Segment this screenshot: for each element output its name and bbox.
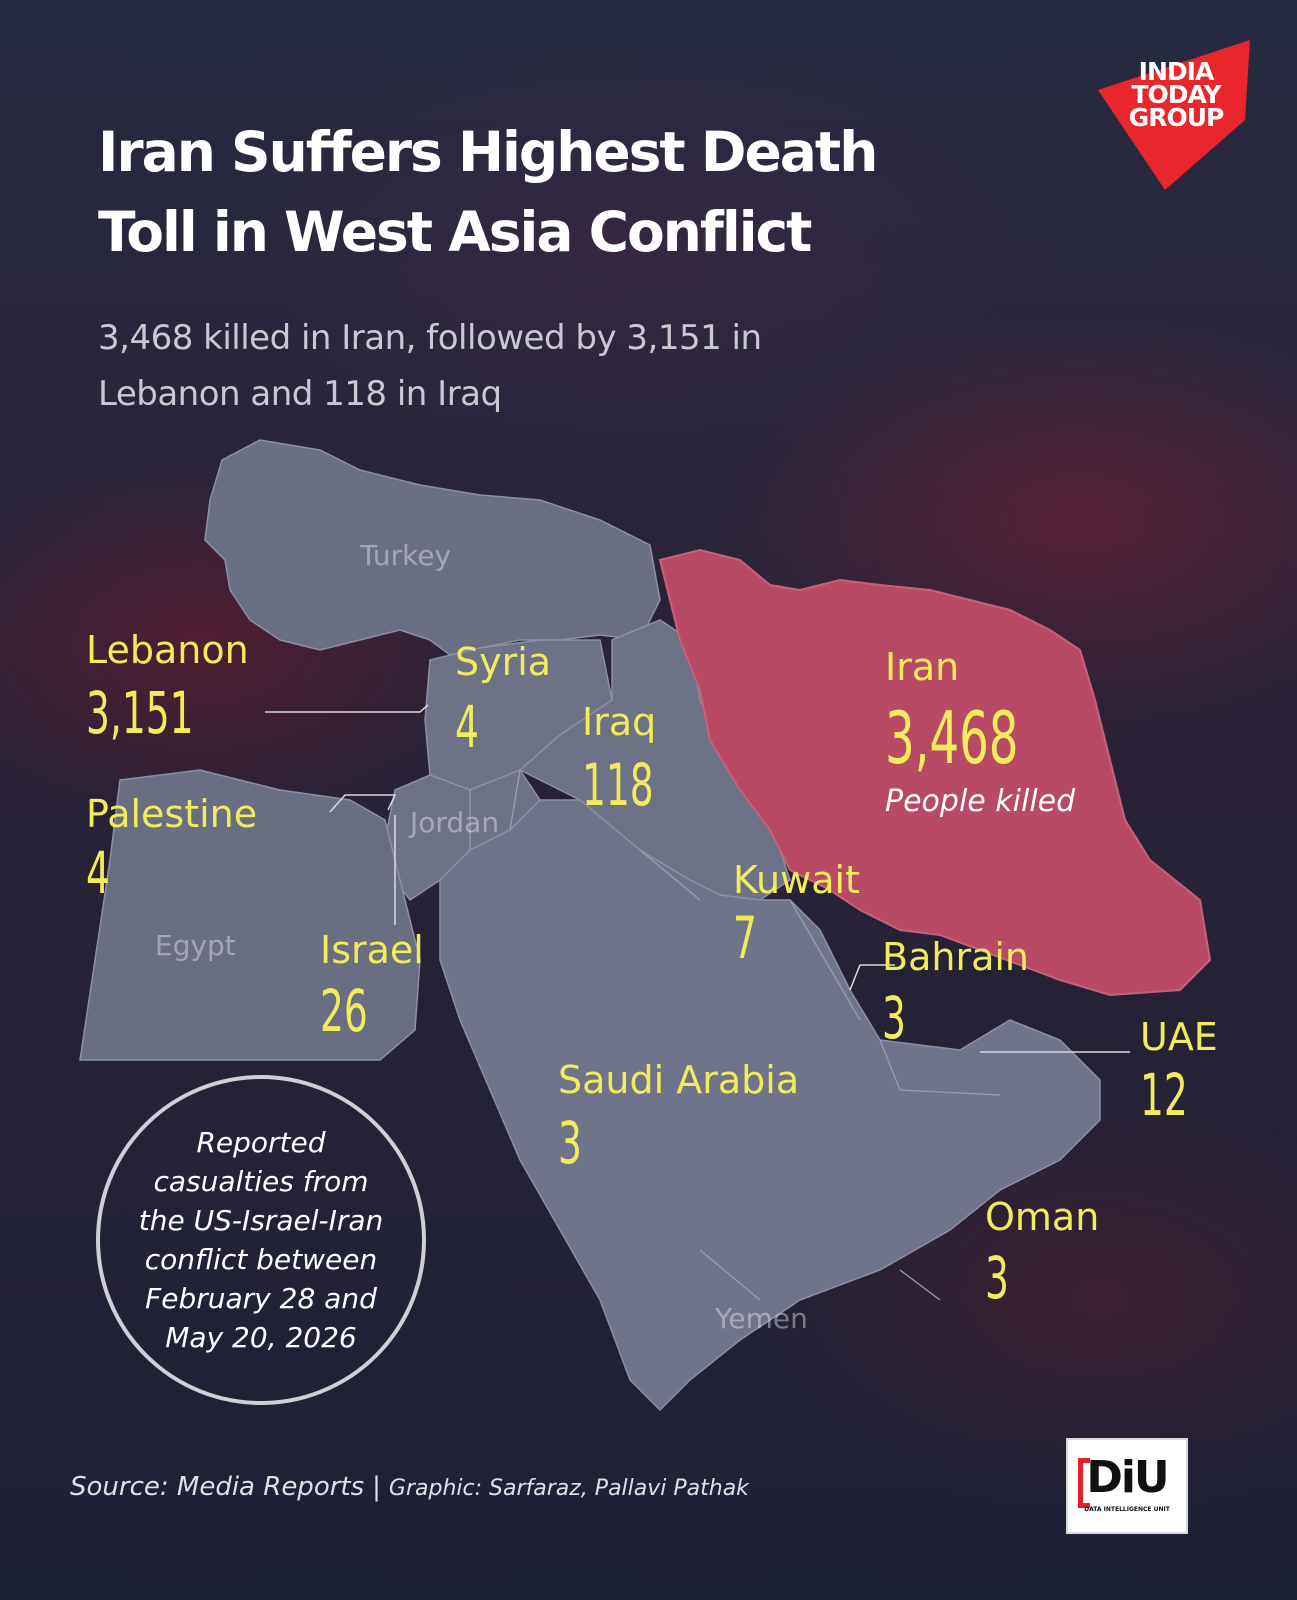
diu-logo: DiU DATA INTELLIGENCE UNIT	[1068, 1440, 1186, 1532]
diu-bracket-icon	[1078, 1458, 1090, 1508]
diu-mark: DiU	[1086, 1452, 1169, 1503]
date-range-note: Reported casualties from the US-Israel-I…	[96, 1075, 426, 1405]
palestine-leader	[329, 794, 397, 813]
india-today-logo: INDIA TODAY GROUP	[1116, 57, 1236, 132]
israel-value: 26	[320, 977, 368, 1045]
note-line-5: February 28 and	[145, 1282, 377, 1315]
graphic-credit: Graphic: Sarfaraz, Pallavi Pathak	[388, 1476, 749, 1501]
note-line-3: the US-Israel-Iran	[138, 1204, 384, 1237]
page-title: Iran Suffers Highest Death Toll in West …	[98, 112, 1058, 272]
saudi-arabia-name: Saudi Arabia	[558, 1058, 800, 1102]
map-label-turkey: Turkey	[360, 539, 452, 572]
page-subtitle: 3,468 killed in Iran, followed by 3,151 …	[98, 310, 998, 422]
map-label-jordan: Jordan	[410, 806, 500, 839]
iraq-value: 118	[582, 751, 654, 819]
logo-line-1: INDIA	[1138, 57, 1215, 86]
iran-value: 3,468	[885, 696, 1019, 780]
iran-name: Iran	[885, 645, 960, 689]
india-today-logo-shape	[1098, 40, 1250, 190]
logo-line-2: TODAY	[1131, 80, 1221, 109]
syria-value: 4	[455, 693, 479, 761]
iran-shape	[658, 548, 1212, 997]
border-lines	[469, 769, 1001, 1301]
title-line-2: Toll in West Asia Conflict	[98, 200, 812, 264]
note-line-1: Reported	[196, 1126, 326, 1159]
kuwait-name: Kuwait	[733, 858, 860, 902]
oman-name: Oman	[985, 1195, 1100, 1239]
iraq-name: Iraq	[582, 700, 657, 744]
uae-name: UAE	[1140, 1015, 1218, 1059]
lebanon-leader	[265, 704, 429, 713]
lebanon-value: 3,151	[86, 679, 194, 747]
arabia-shape	[439, 799, 1101, 1412]
kuwait-value: 7	[733, 904, 757, 972]
map-label-yemen: Yemen	[715, 1302, 808, 1335]
bahrain-leader	[849, 964, 895, 991]
map-label-egypt: Egypt	[155, 929, 236, 962]
logo-line-3: GROUP	[1128, 103, 1225, 132]
syria-name: Syria	[455, 640, 552, 684]
note-text: Reported casualties from the US-Israel-I…	[126, 1123, 396, 1357]
oman-value: 3	[985, 1244, 1009, 1312]
credit-separator: |	[372, 1472, 381, 1502]
subtitle-line-2: Lebanon and 118 in Iraq	[98, 374, 502, 414]
bahrain-value: 3	[882, 984, 906, 1052]
source-credit: Source: Media Reports	[70, 1472, 365, 1502]
note-line-2: casualties from	[153, 1165, 369, 1198]
palestine-value: 4	[86, 839, 110, 907]
saudi-arabia-value: 3	[558, 1109, 582, 1177]
diu-caption: DATA INTELLIGENCE UNIT	[1084, 1506, 1170, 1513]
uae-value: 12	[1140, 1061, 1188, 1129]
iran-note: People killed	[885, 784, 1076, 819]
turkey-shape	[204, 439, 661, 656]
bahrain-name: Bahrain	[882, 935, 1029, 979]
subtitle-line-1: 3,468 killed in Iran, followed by 3,151 …	[98, 318, 762, 358]
palestine-name: Palestine	[86, 792, 258, 836]
note-line-4: conflict between	[144, 1243, 378, 1276]
lebanon-name: Lebanon	[86, 628, 249, 672]
footer-credits: Source: Media Reports | Graphic: Sarfaraz,…	[70, 1470, 749, 1506]
egypt-shape	[79, 769, 421, 1061]
israel-name: Israel	[320, 928, 424, 972]
title-line-1: Iran Suffers Highest Death	[98, 120, 878, 184]
note-line-6: May 20, 2026	[165, 1321, 357, 1354]
